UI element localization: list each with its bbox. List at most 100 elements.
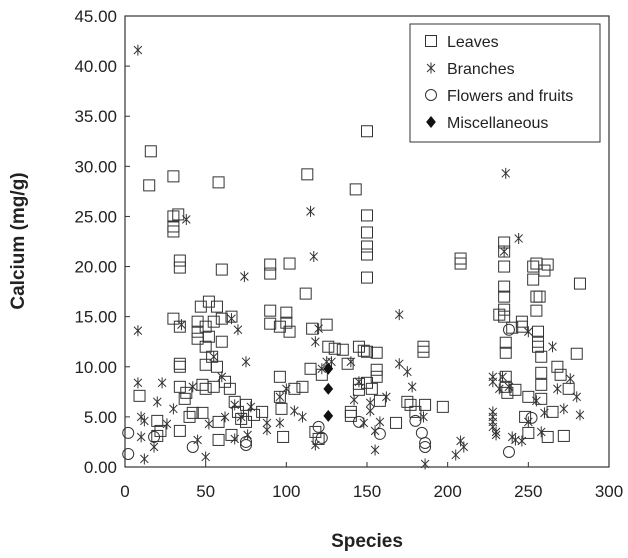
- leaves-point: [535, 350, 548, 363]
- branches-point: [241, 356, 251, 368]
- legend-flowers-and-fruits-marker: [425, 89, 437, 101]
- leaves-point: [178, 392, 191, 405]
- branches-point: [152, 396, 162, 408]
- leaves-point: [370, 346, 383, 359]
- leaves-point: [515, 320, 528, 333]
- leaves-point: [304, 362, 317, 375]
- branches-point: [403, 366, 412, 378]
- leaves-point: [215, 263, 228, 276]
- leaves-point: [541, 258, 554, 271]
- leaves-point: [499, 346, 512, 359]
- branches-point: [204, 418, 214, 430]
- leaves-point: [361, 240, 373, 253]
- leaves-point: [199, 340, 212, 353]
- flowers-and-fruits-point: [122, 426, 135, 439]
- leaves-point: [306, 322, 319, 335]
- flowers-and-fruits-point: [409, 414, 422, 427]
- leaves-point: [336, 343, 349, 356]
- y-tick-label: 30.00: [74, 157, 117, 176]
- branches-point: [572, 391, 582, 403]
- leaves-point: [344, 409, 357, 422]
- flowers-and-fruits-point: [148, 430, 161, 443]
- leaves-point: [509, 383, 522, 396]
- branches-point: [136, 431, 146, 443]
- branches-point: [499, 246, 509, 258]
- branches-point: [548, 341, 557, 353]
- leaves-point: [191, 332, 204, 345]
- branches-point: [309, 251, 319, 263]
- leaves-point: [288, 382, 301, 395]
- leaves-point: [144, 145, 157, 158]
- flowers-and-fruits-point: [525, 411, 538, 424]
- leaves-point: [202, 330, 215, 343]
- flowers-and-fruits-point: [373, 427, 386, 440]
- leaves-point: [173, 261, 186, 274]
- leaves-point: [301, 168, 314, 181]
- leaves-point: [361, 271, 373, 284]
- leaves-point: [172, 208, 185, 221]
- branches-point: [149, 441, 159, 453]
- legend-box: [409, 23, 601, 143]
- branches-point: [553, 383, 562, 395]
- leaves-point: [322, 340, 335, 353]
- branches-point: [169, 403, 178, 415]
- leaves-point: [167, 170, 180, 183]
- leaves-point: [344, 405, 357, 418]
- leaves-point: [264, 304, 277, 317]
- branches-point: [220, 411, 230, 423]
- leaves-point: [240, 415, 252, 428]
- branches-point: [540, 407, 549, 419]
- leaves-point: [373, 394, 386, 407]
- x-axis: 0 50 100 150 200 250 300: [120, 462, 623, 501]
- branches-point: [488, 421, 498, 433]
- x-tick-label: 300: [595, 482, 623, 501]
- y-tick-label: 40.00: [74, 57, 117, 76]
- leaves-point: [215, 335, 228, 348]
- branches-point: [243, 429, 252, 441]
- y-axis-title: Calcium (mg/g): [8, 172, 29, 309]
- leaves-point: [541, 430, 554, 443]
- leaves-point: [215, 312, 228, 325]
- leaves-point: [231, 405, 244, 418]
- leaves-point: [299, 287, 312, 300]
- leaves-point: [173, 360, 186, 373]
- legend-flowers-and-fruits-label: Flowers and fruits: [447, 88, 573, 105]
- branches-point: [451, 449, 461, 461]
- branches-point: [532, 395, 541, 407]
- branches-point: [246, 401, 256, 413]
- branches-point: [524, 326, 533, 338]
- leaves-point: [275, 402, 288, 415]
- flowers-and-fruits-point: [502, 323, 515, 336]
- branches-point: [262, 417, 272, 429]
- leaves-point: [570, 347, 583, 360]
- leaves-point: [365, 382, 378, 395]
- branches-point: [501, 167, 511, 179]
- leaves-point: [370, 363, 383, 376]
- leaves-point: [154, 424, 167, 437]
- branches-point: [290, 405, 299, 417]
- branches-point: [394, 358, 404, 370]
- leaves-point: [436, 400, 449, 413]
- branches-point: [494, 383, 504, 395]
- leaves-point: [212, 415, 225, 428]
- x-tick-label: 250: [514, 482, 542, 501]
- leaves-point: [498, 303, 511, 316]
- branches-point: [491, 429, 501, 441]
- branches-point: [314, 323, 323, 335]
- x-tick-label: 50: [196, 482, 215, 501]
- leaves-point: [361, 345, 373, 358]
- leaves-point: [273, 370, 286, 383]
- leaves-point: [557, 429, 570, 442]
- y-tick-label: 15.00: [74, 308, 117, 327]
- leaves-point: [173, 380, 186, 393]
- leaves-point: [173, 254, 186, 267]
- leaves-point: [498, 280, 511, 293]
- branches-point: [236, 411, 246, 423]
- branches-point: [311, 336, 320, 348]
- branches-point: [133, 377, 143, 389]
- flowers-and-fruits-point: [240, 435, 252, 448]
- leaves-point: [498, 290, 511, 303]
- flowers-and-fruits-point: [352, 415, 365, 428]
- y-tick-label: 5.00: [84, 408, 117, 427]
- leaves-point: [417, 345, 430, 358]
